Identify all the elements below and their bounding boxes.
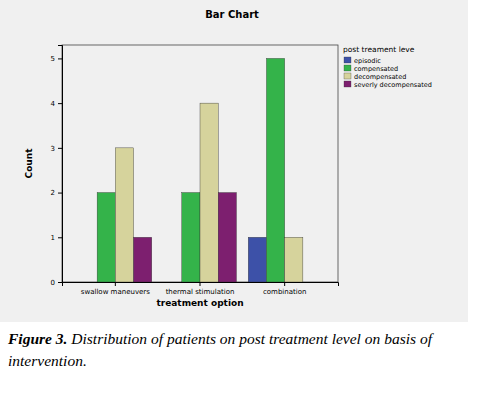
x-tick: combination (263, 282, 306, 296)
plot-frame (62, 45, 338, 282)
legend-label: compensated (354, 65, 398, 73)
x-tick-label: thermal stimulation (166, 288, 235, 296)
bar (266, 58, 284, 282)
legend-swatch (344, 73, 351, 79)
bar (182, 193, 200, 282)
legend-label: severly decompensated (354, 81, 432, 89)
bar (218, 193, 236, 282)
y-tick-mark (58, 58, 62, 59)
y-tick-mark (58, 103, 62, 104)
legend-label: episodic (354, 57, 381, 65)
y-tick-label: 1 (51, 234, 55, 242)
x-tick-mark (284, 282, 285, 286)
legend-title: post treament leve (343, 45, 415, 54)
y-tick-label: 4 (51, 100, 56, 108)
y-tick-mark (58, 282, 62, 283)
bar (79, 282, 97, 283)
legend: post treament leve episodiccompensateddec… (343, 45, 432, 89)
y-tick-label: 5 (51, 55, 55, 63)
bars (97, 58, 303, 282)
y-tick: 1 (51, 234, 62, 242)
caption-label: Figure 3. (8, 330, 67, 347)
bar (134, 237, 152, 282)
y-tick-label: 0 (51, 279, 55, 287)
y-tick-label: 2 (51, 189, 55, 197)
legend-swatch (344, 81, 351, 87)
background (0, 0, 468, 322)
x-tick: swallow maneuvers (81, 282, 150, 296)
bar (164, 282, 182, 283)
y-tick: 4 (51, 100, 62, 108)
x-tick: thermal stimulation (166, 282, 235, 296)
x-axis: swallow maneuvers thermal stimulation comb… (63, 282, 339, 296)
legend-swatch (344, 65, 351, 71)
x-axis-title: treatment option (156, 298, 243, 308)
y-tick-mark (58, 193, 62, 194)
y-tick: 3 (51, 145, 62, 153)
bar (303, 282, 321, 283)
caption-space (67, 330, 71, 347)
caption: Figure 3. Distribution of patients on po… (8, 328, 476, 372)
bar (285, 237, 303, 282)
bar (97, 193, 115, 282)
x-tick-label: combination (263, 288, 306, 296)
legend-swatch (344, 57, 351, 63)
caption-text: Distribution of patients on post treatme… (8, 330, 432, 369)
y-tick: 2 (51, 189, 62, 197)
y-tick: 0 (51, 279, 62, 287)
y-tick-mark (58, 148, 62, 149)
y-tick: 5 (51, 55, 62, 63)
title: Bar Chart (205, 9, 259, 20)
bar (200, 103, 218, 282)
legend-label: decompensated (354, 73, 406, 81)
x-axis-line (63, 283, 339, 287)
x-tick-mark (115, 282, 116, 286)
bar (248, 237, 266, 282)
x-tick-label: swallow maneuvers (81, 288, 150, 296)
y-tick-label: 3 (51, 145, 55, 153)
y-tick-mark (58, 237, 62, 238)
y-axis-title: Count (24, 148, 34, 179)
bar (115, 148, 133, 282)
x-tick-mark (200, 282, 201, 286)
y-axis: 0 1 2 3 4 5 (51, 46, 63, 287)
y-axis-line (58, 46, 63, 283)
